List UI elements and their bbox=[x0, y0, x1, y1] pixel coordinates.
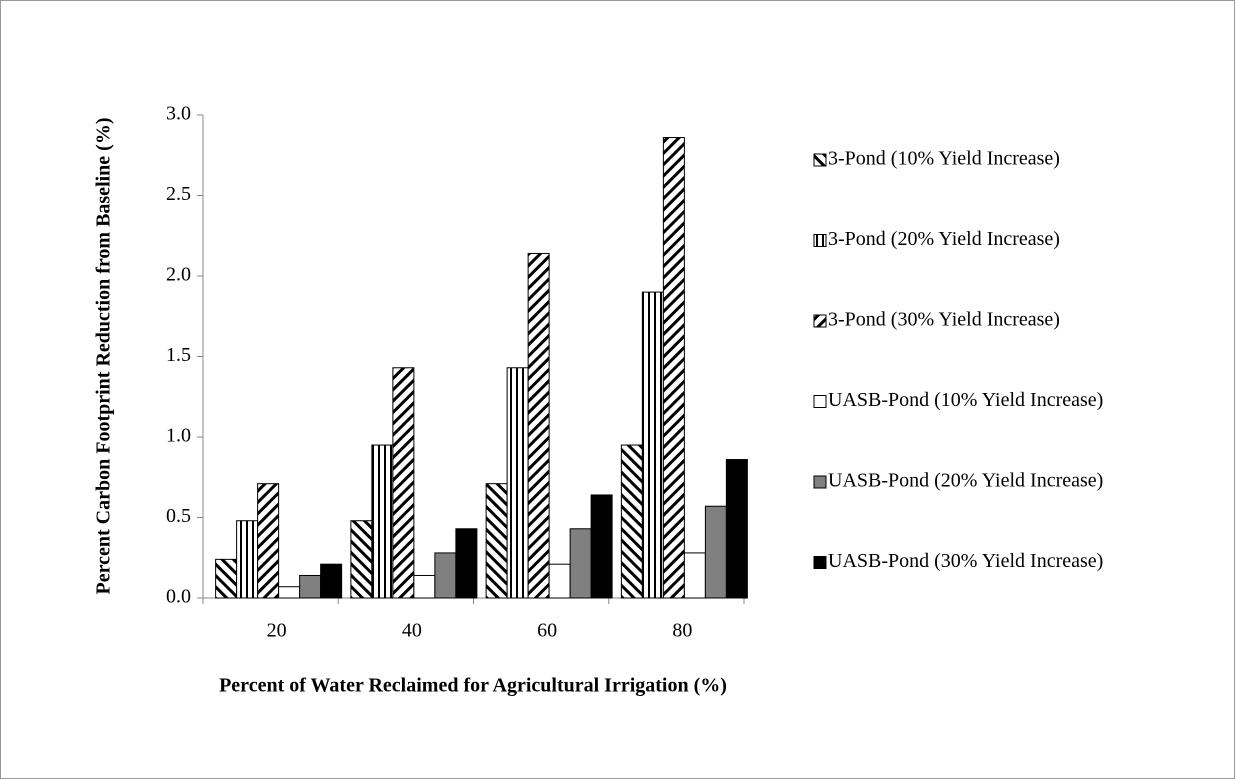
legend-swatch bbox=[813, 234, 827, 247]
bar bbox=[527, 252, 550, 599]
bar bbox=[278, 586, 301, 599]
y-tick-label: 2.5 bbox=[166, 183, 191, 205]
legend-label: 3-Pond (30% Yield Increase) bbox=[828, 309, 1060, 331]
legend-label: 3-Pond (20% Yield Increase) bbox=[828, 228, 1060, 250]
bar bbox=[257, 483, 280, 599]
bar bbox=[350, 520, 373, 599]
bar bbox=[455, 528, 478, 599]
legend-swatch bbox=[813, 314, 827, 328]
bar bbox=[548, 563, 571, 599]
bar bbox=[641, 291, 664, 599]
x-tick-label: 40 bbox=[402, 620, 422, 642]
bar bbox=[485, 483, 508, 599]
bar bbox=[215, 558, 238, 599]
bar bbox=[371, 444, 394, 599]
legend-swatch bbox=[813, 153, 827, 167]
y-tick-label: 0.5 bbox=[166, 505, 191, 527]
bar bbox=[320, 563, 343, 599]
y-tick-label: 3.0 bbox=[166, 103, 191, 125]
bar bbox=[590, 494, 613, 599]
legend-label: UASB-Pond (20% Yield Increase) bbox=[828, 470, 1103, 492]
bar bbox=[620, 444, 643, 599]
bar bbox=[725, 459, 748, 599]
x-tick-label: 20 bbox=[267, 620, 287, 642]
bar bbox=[413, 574, 436, 599]
bar bbox=[299, 574, 322, 599]
legend-label: UASB-Pond (10% Yield Increase) bbox=[828, 389, 1103, 411]
y-axis-label: Percent Carbon Footprint Reduction from … bbox=[93, 118, 115, 595]
bar bbox=[506, 367, 529, 599]
bar bbox=[236, 520, 259, 599]
y-tick-label: 1.5 bbox=[166, 344, 191, 366]
bar bbox=[683, 552, 706, 599]
legend-swatch bbox=[813, 475, 827, 489]
bar bbox=[392, 367, 415, 599]
legend-swatch bbox=[813, 395, 827, 408]
legend-label: UASB-Pond (30% Yield Increase) bbox=[828, 550, 1103, 572]
bar bbox=[569, 528, 592, 599]
legend-swatch bbox=[813, 556, 827, 569]
y-tick-label: 0.0 bbox=[166, 586, 191, 608]
bar bbox=[704, 505, 727, 599]
y-tick-label: 2.0 bbox=[166, 264, 191, 286]
x-tick-label: 60 bbox=[537, 620, 557, 642]
x-tick-label: 80 bbox=[672, 620, 692, 642]
y-tick-label: 1.0 bbox=[166, 425, 191, 447]
x-axis-label: Percent of Water Reclaimed for Agricultu… bbox=[219, 675, 727, 697]
bar bbox=[434, 552, 457, 599]
legend-label: 3-Pond (10% Yield Increase) bbox=[828, 148, 1060, 170]
bar bbox=[662, 137, 685, 599]
